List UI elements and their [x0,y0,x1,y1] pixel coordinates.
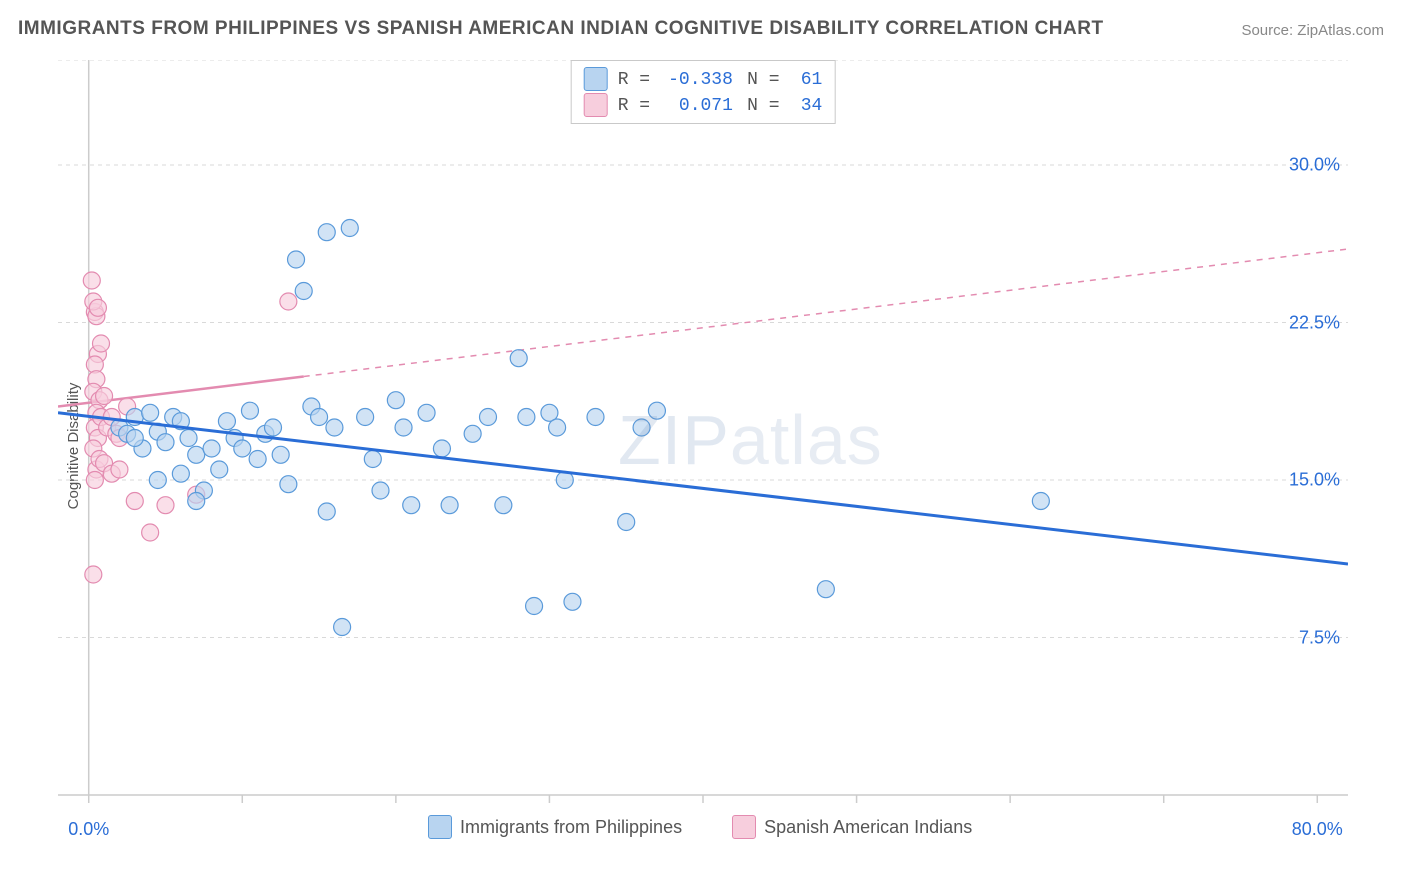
plot-area: R = -0.338 N = 61R = 0.071 N = 34 ZIPatl… [58,60,1348,820]
legend-label: Spanish American Indians [764,817,972,838]
legend-item: Immigrants from Philippines [428,815,682,839]
legend-series: Immigrants from Philippines Spanish Ameri… [428,815,972,839]
chart-container: IMMIGRANTS FROM PHILIPPINES VS SPANISH A… [0,0,1406,892]
legend-stats: R = -0.338 N = 61R = 0.071 N = 34 [571,60,836,124]
x-tick-label-max: 80.0% [1292,819,1343,840]
y-tick-label: 15.0% [1289,470,1340,491]
legend-swatch [584,93,608,117]
y-tick-label: 22.5% [1289,312,1340,333]
y-tick-label: 7.5% [1299,627,1340,648]
source-label: Source: ZipAtlas.com [1241,22,1384,39]
legend-item: Spanish American Indians [732,815,972,839]
legend-stats-row: R = -0.338 N = 61 [584,67,823,91]
legend-swatch [428,815,452,839]
x-tick-label-min: 0.0% [68,819,109,840]
legend-label: Immigrants from Philippines [460,817,682,838]
y-tick-label: 30.0% [1289,155,1340,176]
chart-svg [58,60,1348,820]
legend-swatch [732,815,756,839]
chart-title: IMMIGRANTS FROM PHILIPPINES VS SPANISH A… [18,18,1104,40]
legend-stats-row: R = 0.071 N = 34 [584,93,823,117]
legend-swatch [584,67,608,91]
